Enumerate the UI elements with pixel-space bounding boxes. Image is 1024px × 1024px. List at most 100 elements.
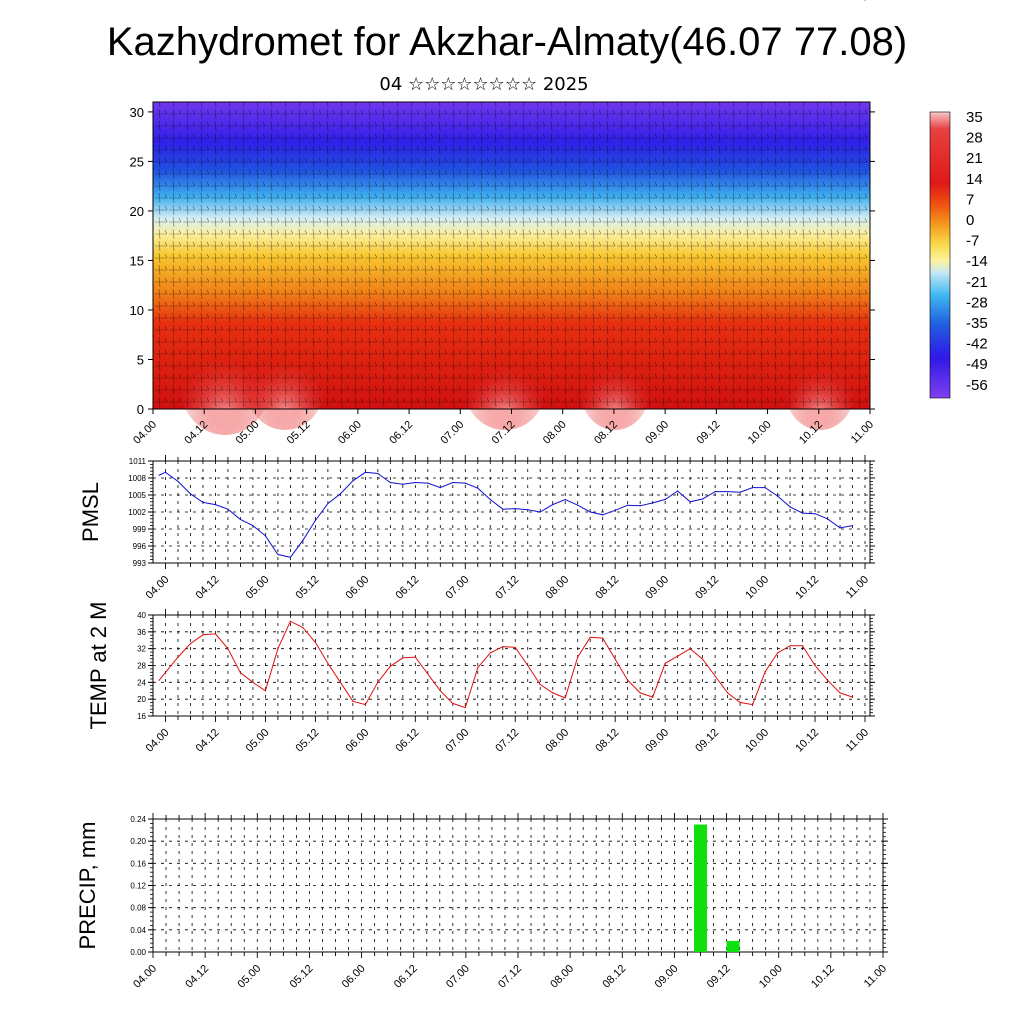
data-point [826, 679, 829, 681]
precip-bar [693, 824, 708, 952]
data-point [514, 646, 516, 649]
colorbar-labels: 35 28 21 14 7 0 -7 -14 -21 -28 -35 -42 -49 -56 [966, 109, 988, 394]
data-point [477, 487, 479, 489]
data-point [664, 498, 666, 501]
data-point [527, 509, 529, 511]
chart-title: Kazhydromet for Akzhar-Almaty(46.07 77.0… [107, 20, 907, 64]
data-point [714, 491, 716, 493]
x-tick-label: 09.00 [643, 574, 671, 602]
data-point [577, 504, 579, 506]
x-tick-label: 09.12 [695, 419, 723, 447]
y-tick-label: 0.24 [130, 815, 146, 824]
x-tick-label: 05.12 [288, 963, 316, 991]
y-tick-label: 0.00 [130, 948, 146, 957]
data-point [158, 679, 160, 681]
y-tick-label: 1011 [129, 457, 147, 466]
wind-barbs [153, 102, 870, 409]
data-point [776, 495, 779, 497]
y-axis-label: PMSL [78, 482, 103, 542]
data-point [639, 692, 641, 694]
data-point [489, 652, 491, 654]
data-point [839, 527, 841, 529]
x-tick-label: 06.00 [336, 419, 364, 447]
colorbar-label: 7 [966, 191, 974, 208]
data-point [214, 633, 217, 635]
data-point [464, 706, 466, 709]
data-point [427, 482, 429, 484]
x-tick-label: 10.12 [793, 727, 821, 755]
data-point [477, 667, 479, 669]
colorbar-ramp [929, 111, 951, 399]
x-tick-label: 06.00 [340, 963, 368, 991]
colorbar-label: -35 [966, 315, 988, 332]
data-point [514, 508, 516, 510]
y-tick-label: 1005 [128, 491, 146, 500]
colorbar-label: -21 [966, 274, 988, 291]
cross-section-y-axis: 0 5 10 15 20 25 30 [130, 105, 875, 417]
x-tick-label: 06.00 [344, 574, 372, 602]
precip-panel: 0.24 0.20 0.16 0.12 0.08 0.04 0.00 04.00 04.12 05… [75, 813, 889, 991]
y-tick-label: 40 [137, 611, 146, 620]
chart-subtitle: 04 ☆☆☆☆☆☆☆☆ 2025 [379, 74, 588, 95]
x-tick-label: 07.12 [496, 963, 524, 991]
data-point [589, 636, 591, 638]
y-axis-label: TEMP at 2 M [86, 602, 111, 730]
x-tick-label: 05.00 [244, 727, 272, 755]
data-point [689, 501, 691, 503]
data-point [602, 514, 604, 516]
data-point [751, 704, 754, 706]
data-point [227, 508, 229, 510]
data-point [614, 658, 616, 660]
data-point [764, 671, 766, 673]
data-point [177, 656, 179, 658]
x-tick-label: 10.00 [757, 963, 785, 991]
series-line [158, 620, 853, 709]
data-point [452, 702, 454, 704]
x-tick-label: 08.12 [593, 727, 621, 755]
y-tick-label: 20 [137, 695, 146, 704]
data-point [414, 481, 416, 484]
data-point [189, 643, 192, 645]
data-point [826, 518, 829, 520]
x-tick-label: 07.12 [493, 727, 521, 755]
data-point [439, 487, 441, 489]
x-tick-label: 10.00 [743, 574, 771, 602]
x-tick-label: 08.12 [593, 574, 621, 602]
data-point [352, 480, 354, 482]
data-point [726, 491, 729, 493]
x-tick-label: 05.12 [294, 574, 322, 602]
colorbar-label: -7 [966, 233, 979, 250]
colorbar: 35 28 21 14 7 0 -7 -14 -21 -28 -35 -42 -49 -56 [929, 109, 988, 399]
data-point [277, 648, 279, 650]
data-point [402, 657, 404, 659]
y-tick-label: 996 [133, 542, 147, 551]
data-point [839, 692, 841, 694]
panel-frame [152, 614, 871, 717]
data-point [202, 634, 204, 636]
y-tick-label: 0.20 [130, 837, 146, 846]
x-tick-label: 05.00 [244, 574, 272, 602]
data-point [776, 652, 779, 654]
data-point [564, 498, 566, 501]
colorbar-label: -42 [966, 336, 988, 353]
data-point [427, 673, 429, 675]
data-point [677, 490, 679, 492]
colorbar-label: 0 [966, 212, 974, 229]
data-point [502, 645, 504, 648]
data-point [789, 645, 791, 647]
data-point [252, 681, 254, 683]
data-point [464, 482, 466, 484]
data-point [589, 511, 591, 513]
x-tick-label: 09.12 [693, 727, 721, 755]
data-point [377, 472, 379, 475]
data-point [158, 474, 160, 476]
y-tick-label: 993 [133, 559, 147, 568]
data-point [564, 697, 566, 699]
data-point [289, 620, 292, 622]
precip-bar [726, 940, 740, 952]
x-tick-label: 07.00 [443, 574, 471, 602]
data-point [277, 553, 279, 556]
data-point [502, 508, 504, 510]
y-tick-label: 30 [130, 105, 144, 120]
